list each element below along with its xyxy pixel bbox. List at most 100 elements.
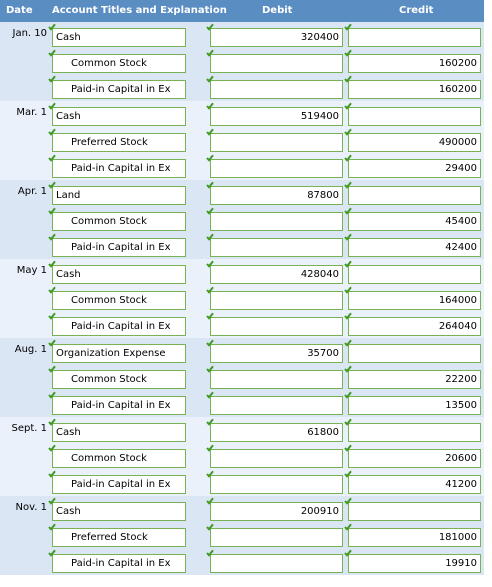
green-check-icon — [206, 523, 214, 531]
green-check-icon — [206, 312, 214, 320]
debit-amount-field[interactable]: 200910 — [210, 502, 343, 521]
credit-amount-field[interactable]: 20600 — [348, 449, 481, 468]
credit-amount-field[interactable] — [348, 344, 481, 363]
green-check-icon — [344, 260, 352, 268]
debit-amount-field[interactable] — [210, 238, 343, 257]
credit-amount-field[interactable]: 22200 — [348, 370, 481, 389]
entry-date: Mar. 1 — [16, 107, 47, 118]
debit-amount-field[interactable] — [210, 159, 343, 178]
green-check-icon — [206, 75, 214, 83]
credit-amount-field[interactable]: 19910 — [348, 554, 481, 573]
journal-entry-may-1: May 1 Cash 428040 Common Stock 164000 Paid-in… — [0, 259, 484, 338]
entry-date: May 1 — [16, 265, 47, 276]
credit-amount-field[interactable] — [348, 502, 481, 521]
account-title-field[interactable]: Land — [52, 186, 186, 205]
debit-amount-field[interactable] — [210, 212, 343, 231]
account-title-field[interactable]: Paid-in Capital in Ex — [52, 80, 186, 99]
credit-amount-field[interactable]: 29400 — [348, 159, 481, 178]
credit-amount-field[interactable]: 264040 — [348, 317, 481, 336]
account-title-field[interactable]: Common Stock — [52, 370, 186, 389]
debit-amount-field[interactable] — [210, 475, 343, 494]
green-check-icon — [344, 470, 352, 478]
entry-date: Nov. 1 — [15, 502, 47, 513]
debit-amount-field[interactable] — [210, 449, 343, 468]
debit-amount-field[interactable] — [210, 317, 343, 336]
account-title-field[interactable]: Paid-in Capital in Ex — [52, 159, 186, 178]
credit-amount-field[interactable] — [348, 186, 481, 205]
account-title-field[interactable]: Organization Expense — [52, 344, 186, 363]
green-check-icon — [344, 207, 352, 215]
debit-amount-field[interactable] — [210, 54, 343, 73]
green-check-icon — [206, 102, 214, 110]
credit-amount-field[interactable] — [348, 28, 481, 47]
green-check-icon — [206, 365, 214, 373]
green-check-icon — [48, 207, 56, 215]
account-title-field[interactable]: Paid-in Capital in Ex — [52, 317, 186, 336]
debit-amount-field[interactable] — [210, 396, 343, 415]
account-title-field[interactable]: Preferred Stock — [52, 133, 186, 152]
debit-amount-field[interactable]: 519400 — [210, 107, 343, 126]
debit-amount-field[interactable] — [210, 528, 343, 547]
credit-amount-field[interactable] — [348, 265, 481, 284]
entry-date: Apr. 1 — [17, 186, 47, 197]
debit-amount-field[interactable]: 87800 — [210, 186, 343, 205]
debit-amount-field[interactable] — [210, 133, 343, 152]
green-check-icon — [344, 365, 352, 373]
account-title-field[interactable]: Cash — [52, 265, 186, 284]
debit-amount-field[interactable] — [210, 370, 343, 389]
debit-amount-field[interactable] — [210, 80, 343, 99]
credit-amount-field[interactable]: 45400 — [348, 212, 481, 231]
green-check-icon — [344, 286, 352, 294]
account-title-field[interactable]: Cash — [52, 28, 186, 47]
journal-entry-apr-1: Apr. 1 Land 87800 Common Stock 45400 Paid-in … — [0, 180, 484, 259]
account-title-field[interactable]: Cash — [52, 107, 186, 126]
credit-amount-field[interactable]: 160200 — [348, 54, 481, 73]
green-check-icon — [206, 549, 214, 557]
account-title-field[interactable]: Cash — [52, 423, 186, 442]
green-check-icon — [344, 49, 352, 57]
green-check-icon — [206, 470, 214, 478]
account-title-field[interactable]: Common Stock — [52, 291, 186, 310]
debit-amount-field[interactable]: 61800 — [210, 423, 343, 442]
debit-amount-field[interactable]: 428040 — [210, 265, 343, 284]
debit-amount-field[interactable] — [210, 554, 343, 573]
credit-amount-field[interactable]: 164000 — [348, 291, 481, 310]
account-title-field[interactable]: Preferred Stock — [52, 528, 186, 547]
header-date: Date — [6, 5, 33, 16]
credit-amount-field[interactable] — [348, 423, 481, 442]
green-check-icon — [206, 23, 214, 31]
credit-amount-field[interactable]: 41200 — [348, 475, 481, 494]
green-check-icon — [344, 549, 352, 557]
account-title-field[interactable]: Paid-in Capital in Ex — [52, 396, 186, 415]
green-check-icon — [48, 286, 56, 294]
debit-amount-field[interactable]: 320400 — [210, 28, 343, 47]
green-check-icon — [206, 49, 214, 57]
credit-amount-field[interactable]: 13500 — [348, 396, 481, 415]
green-check-icon — [344, 23, 352, 31]
account-title-field[interactable]: Paid-in Capital in Ex — [52, 475, 186, 494]
account-title-field[interactable]: Common Stock — [52, 54, 186, 73]
account-title-field[interactable]: Cash — [52, 502, 186, 521]
green-check-icon — [206, 339, 214, 347]
credit-amount-field[interactable]: 160200 — [348, 80, 481, 99]
account-title-field[interactable]: Paid-in Capital in Ex — [52, 238, 186, 257]
journal-entry-mar-1: Mar. 1 Cash 519400 Preferred Stock 490000 Pai… — [0, 101, 484, 180]
debit-amount-field[interactable] — [210, 291, 343, 310]
green-check-icon — [206, 260, 214, 268]
journal-entry-aug-1: Aug. 1 Organization Expense 35700 Common St… — [0, 338, 484, 417]
account-title-field[interactable]: Common Stock — [52, 212, 186, 231]
green-check-icon — [48, 233, 56, 241]
green-check-icon — [48, 49, 56, 57]
credit-amount-field[interactable] — [348, 107, 481, 126]
journal-entry-nov-1: Nov. 1 Cash 200910 Preferred Stock 181000 Pai… — [0, 496, 484, 575]
green-check-icon — [48, 312, 56, 320]
header-debit: Debit — [262, 5, 293, 16]
account-title-field[interactable]: Paid-in Capital in Ex — [52, 554, 186, 573]
green-check-icon — [206, 444, 214, 452]
credit-amount-field[interactable]: 181000 — [348, 528, 481, 547]
debit-amount-field[interactable]: 35700 — [210, 344, 343, 363]
credit-amount-field[interactable]: 42400 — [348, 238, 481, 257]
green-check-icon — [344, 444, 352, 452]
account-title-field[interactable]: Common Stock — [52, 449, 186, 468]
credit-amount-field[interactable]: 490000 — [348, 133, 481, 152]
